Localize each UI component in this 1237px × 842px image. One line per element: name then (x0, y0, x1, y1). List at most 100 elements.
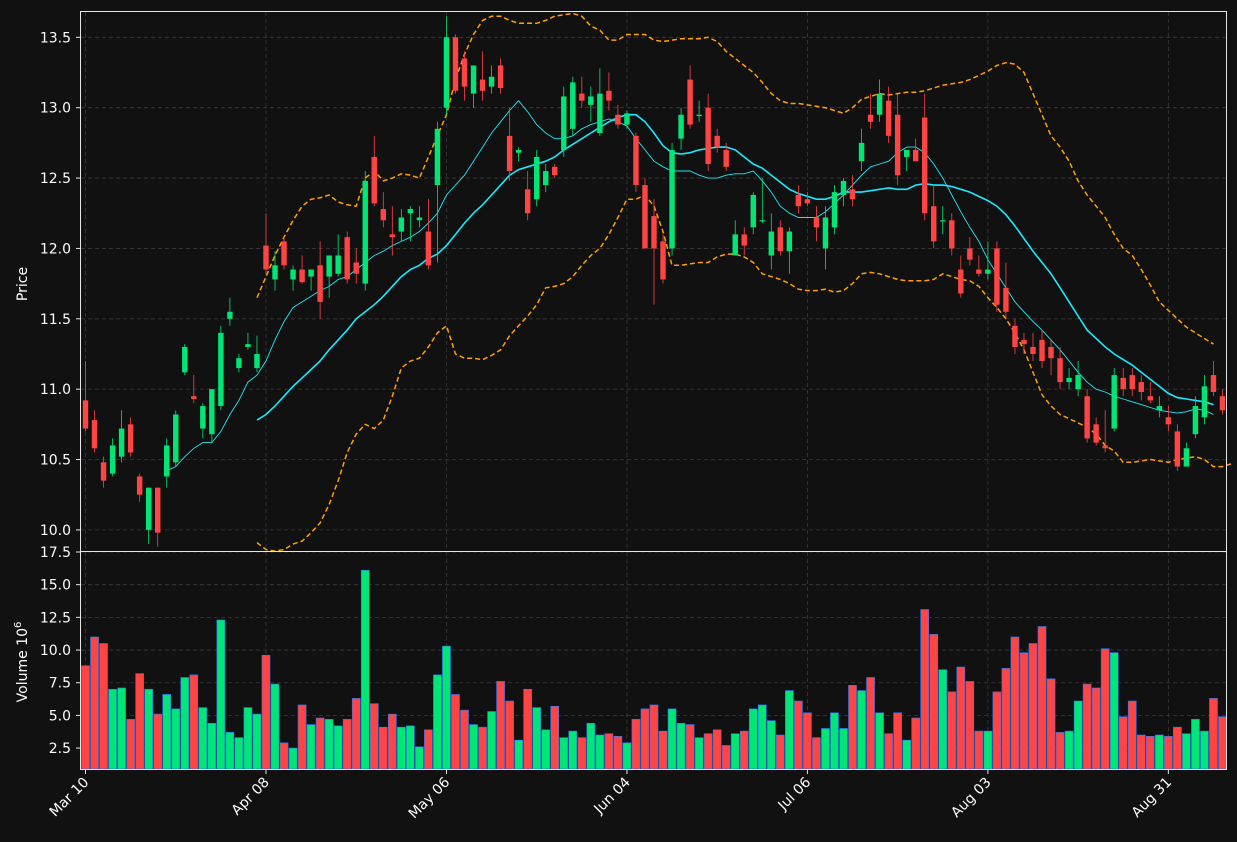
volume-bar (739, 730, 749, 770)
long-moving-average-line (256, 113, 1214, 421)
volume-bar (794, 700, 803, 770)
volume-bar (469, 724, 478, 770)
x-tick-label: Aug 31 (1129, 775, 1175, 821)
candle-body (723, 149, 729, 167)
volume-axis-label-base: 10 (15, 628, 31, 646)
candle-body (579, 93, 585, 101)
volume-bar (1082, 683, 1092, 770)
volume-bar (1046, 678, 1056, 770)
volume-bar (1109, 652, 1119, 770)
candle-body (804, 199, 811, 204)
candle-body (624, 113, 630, 125)
candle-body (687, 79, 693, 125)
candle-body (1138, 382, 1144, 392)
candle-body (1147, 396, 1154, 401)
volume-bar (1118, 716, 1128, 770)
candle-body (931, 206, 937, 242)
candle-body (452, 37, 459, 91)
candle-body (894, 114, 901, 176)
volume-bar (126, 719, 135, 770)
candle-body (263, 245, 269, 270)
volume-bar (117, 687, 126, 770)
x-tick-label: Jun 04 (591, 774, 634, 817)
volume-bar (433, 674, 442, 770)
candle-body (813, 217, 820, 228)
volume-axis-label-power: 6 (13, 622, 24, 628)
volume-bar (1001, 668, 1011, 770)
price-tick-label: 10.0 (40, 523, 71, 539)
candle-body (145, 487, 152, 530)
moving-averages (166, 100, 1214, 472)
volume-bar (460, 709, 469, 770)
candle-body (831, 192, 838, 228)
candle-body (434, 128, 441, 186)
candle-body (1183, 448, 1190, 467)
volume-bar (992, 691, 1002, 770)
candle-body (876, 93, 883, 115)
candle-body (985, 269, 991, 274)
candle-body (407, 209, 414, 214)
candle-body (1030, 346, 1036, 354)
candle-body (173, 414, 179, 463)
volume-bar (911, 717, 920, 770)
volume-bar (279, 742, 289, 770)
volume-bar (694, 737, 704, 770)
candle-body (398, 217, 405, 232)
volume-bar (1218, 716, 1227, 770)
volume-bar (478, 726, 487, 770)
volume-tick-label: 2.5 (49, 741, 71, 757)
volume-bar (613, 736, 623, 770)
volume-bar (99, 643, 108, 770)
candle-body (136, 476, 143, 495)
candle-body (642, 185, 648, 249)
x-tick-label: Apr 08 (229, 775, 273, 819)
candle-body (1156, 406, 1163, 411)
candle-body (949, 220, 955, 249)
volume-bar (252, 713, 262, 770)
volume-bar (135, 673, 144, 770)
volume-bar (730, 733, 740, 770)
volume-bar (406, 725, 415, 770)
volume-bar (189, 674, 199, 770)
candle-body (660, 241, 666, 280)
volume-bar (261, 654, 271, 770)
volume-bar (938, 669, 948, 770)
volume-bar (1164, 736, 1173, 770)
candle-body (741, 234, 747, 246)
candle-body (254, 353, 260, 369)
volume-bar (748, 708, 758, 770)
price-panel-frame (80, 11, 1227, 552)
volume-bar (1182, 733, 1191, 770)
volume-panel-frame (80, 551, 1227, 770)
volume-bar (1173, 726, 1182, 770)
candle-body (994, 248, 1000, 305)
candle-body (768, 231, 775, 256)
volume-bar (388, 713, 397, 770)
candle-body (488, 76, 495, 87)
candle-body (678, 114, 684, 139)
candle-body (750, 194, 756, 228)
candle-body (1120, 377, 1126, 390)
price-tick-label: 10.5 (40, 453, 71, 469)
candle-body (209, 389, 215, 435)
volume-bar (424, 729, 433, 770)
volume-tick-label: 17.5 (40, 545, 71, 561)
volume-bar (676, 722, 686, 770)
volume-bar (234, 737, 244, 770)
candle-body (515, 149, 522, 153)
volume-bar (1037, 626, 1047, 770)
candle-body (82, 400, 89, 429)
candle-body (299, 269, 305, 283)
bollinger-bands (256, 12, 1232, 552)
candle-body (1192, 406, 1199, 435)
volume-bar (929, 634, 939, 770)
volume-bar (81, 665, 90, 770)
volume-bar (712, 729, 722, 770)
volume-bar (532, 707, 542, 770)
volume-tick-label: 10.0 (40, 643, 71, 659)
volume-bar (1055, 732, 1065, 770)
candle-body (524, 189, 531, 214)
x-tick-label: Mar 10 (47, 775, 93, 821)
short-moving-average-line (166, 100, 1214, 472)
